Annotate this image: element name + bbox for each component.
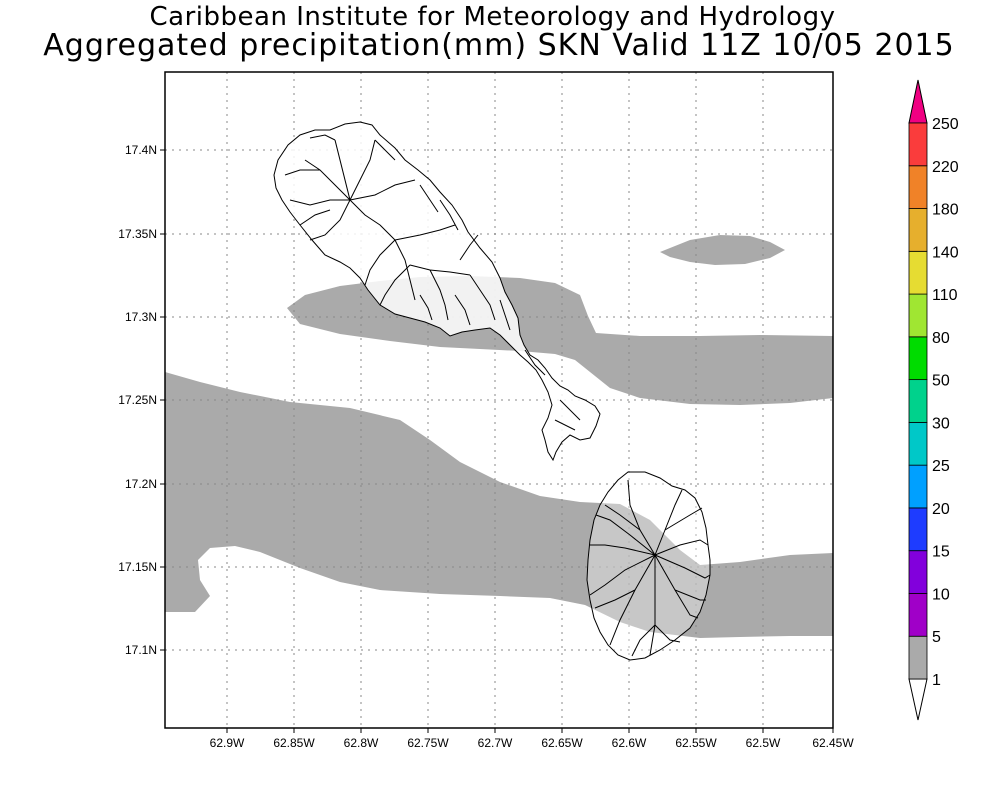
colorbar-segment — [908, 336, 928, 381]
precip-lens — [660, 235, 785, 265]
colorbar-segment — [908, 593, 928, 637]
lat-label: 17.1N — [125, 643, 157, 657]
lat-label: 17.4N — [125, 143, 157, 157]
colorbar-label: 30 — [932, 415, 950, 432]
colorbar-segment — [908, 421, 928, 466]
colorbar-label: 15 — [932, 544, 950, 561]
lon-label: 62.8W — [344, 736, 379, 750]
colorbar-label: 250 — [932, 116, 959, 133]
latitude-labels: 17.4N 17.35N 17.3N 17.25N 17.2N 17.15N 1… — [118, 143, 157, 657]
lat-label: 17.35N — [118, 227, 157, 241]
map-title: Caribbean Institute for Meteorology and … — [149, 2, 836, 32]
colorbar-label: 20 — [932, 501, 950, 518]
lon-label: 62.65W — [541, 736, 583, 750]
island-st-kitts — [273, 121, 601, 462]
colorbar-label: 25 — [932, 458, 950, 475]
colorbar-segment — [908, 635, 928, 680]
lon-label: 62.55W — [675, 736, 717, 750]
map-panel: 17.4N 17.35N 17.3N 17.25N 17.2N 17.15N 1… — [118, 71, 855, 750]
lat-label: 17.2N — [125, 477, 157, 491]
island-nevis — [586, 471, 711, 661]
lon-label: 62.75W — [407, 736, 449, 750]
lon-label: 62.7W — [478, 736, 513, 750]
colorbar-label: 5 — [932, 629, 941, 646]
colorbar-segment — [908, 464, 928, 509]
lon-label: 62.6W — [612, 736, 647, 750]
colorbar-segment — [908, 507, 928, 552]
colorbar-segment — [908, 208, 928, 252]
map-subtitle: Aggregated precipitation(mm) SKN Valid 1… — [43, 28, 955, 63]
lat-label: 17.25N — [118, 393, 157, 407]
colorbar-label: 10 — [932, 586, 950, 603]
colorbar-segment — [908, 379, 928, 423]
colorbar-segment — [908, 122, 928, 167]
colorbar-label: 110 — [932, 287, 958, 304]
lon-label: 62.9W — [210, 736, 245, 750]
colorbar-label: 220 — [932, 159, 959, 176]
colorbar-label: 1 — [932, 672, 941, 689]
colorbar-segment — [908, 165, 928, 209]
colorbar-segment — [908, 550, 928, 594]
lat-label: 17.3N — [125, 310, 157, 324]
lat-label: 17.15N — [118, 560, 157, 574]
lon-label: 62.45W — [812, 736, 854, 750]
colorbar-label: 140 — [932, 244, 959, 261]
colorbar-label: 180 — [932, 202, 959, 219]
colorbar-label: 80 — [932, 330, 950, 347]
colorbar-segment — [908, 293, 928, 338]
colorbar-bottom-arrow — [908, 678, 928, 721]
longitude-labels: 62.9W 62.85W 62.8W 62.75W 62.7W 62.65W 6… — [210, 736, 855, 750]
axis-ticks — [160, 149, 834, 733]
lon-label: 62.85W — [273, 736, 315, 750]
lon-label: 62.5W — [746, 736, 781, 750]
precip-band-lower — [165, 372, 833, 638]
colorbar-segment — [908, 250, 928, 295]
colorbar-top-arrow — [908, 79, 928, 124]
colorbar-label: 50 — [932, 373, 950, 390]
